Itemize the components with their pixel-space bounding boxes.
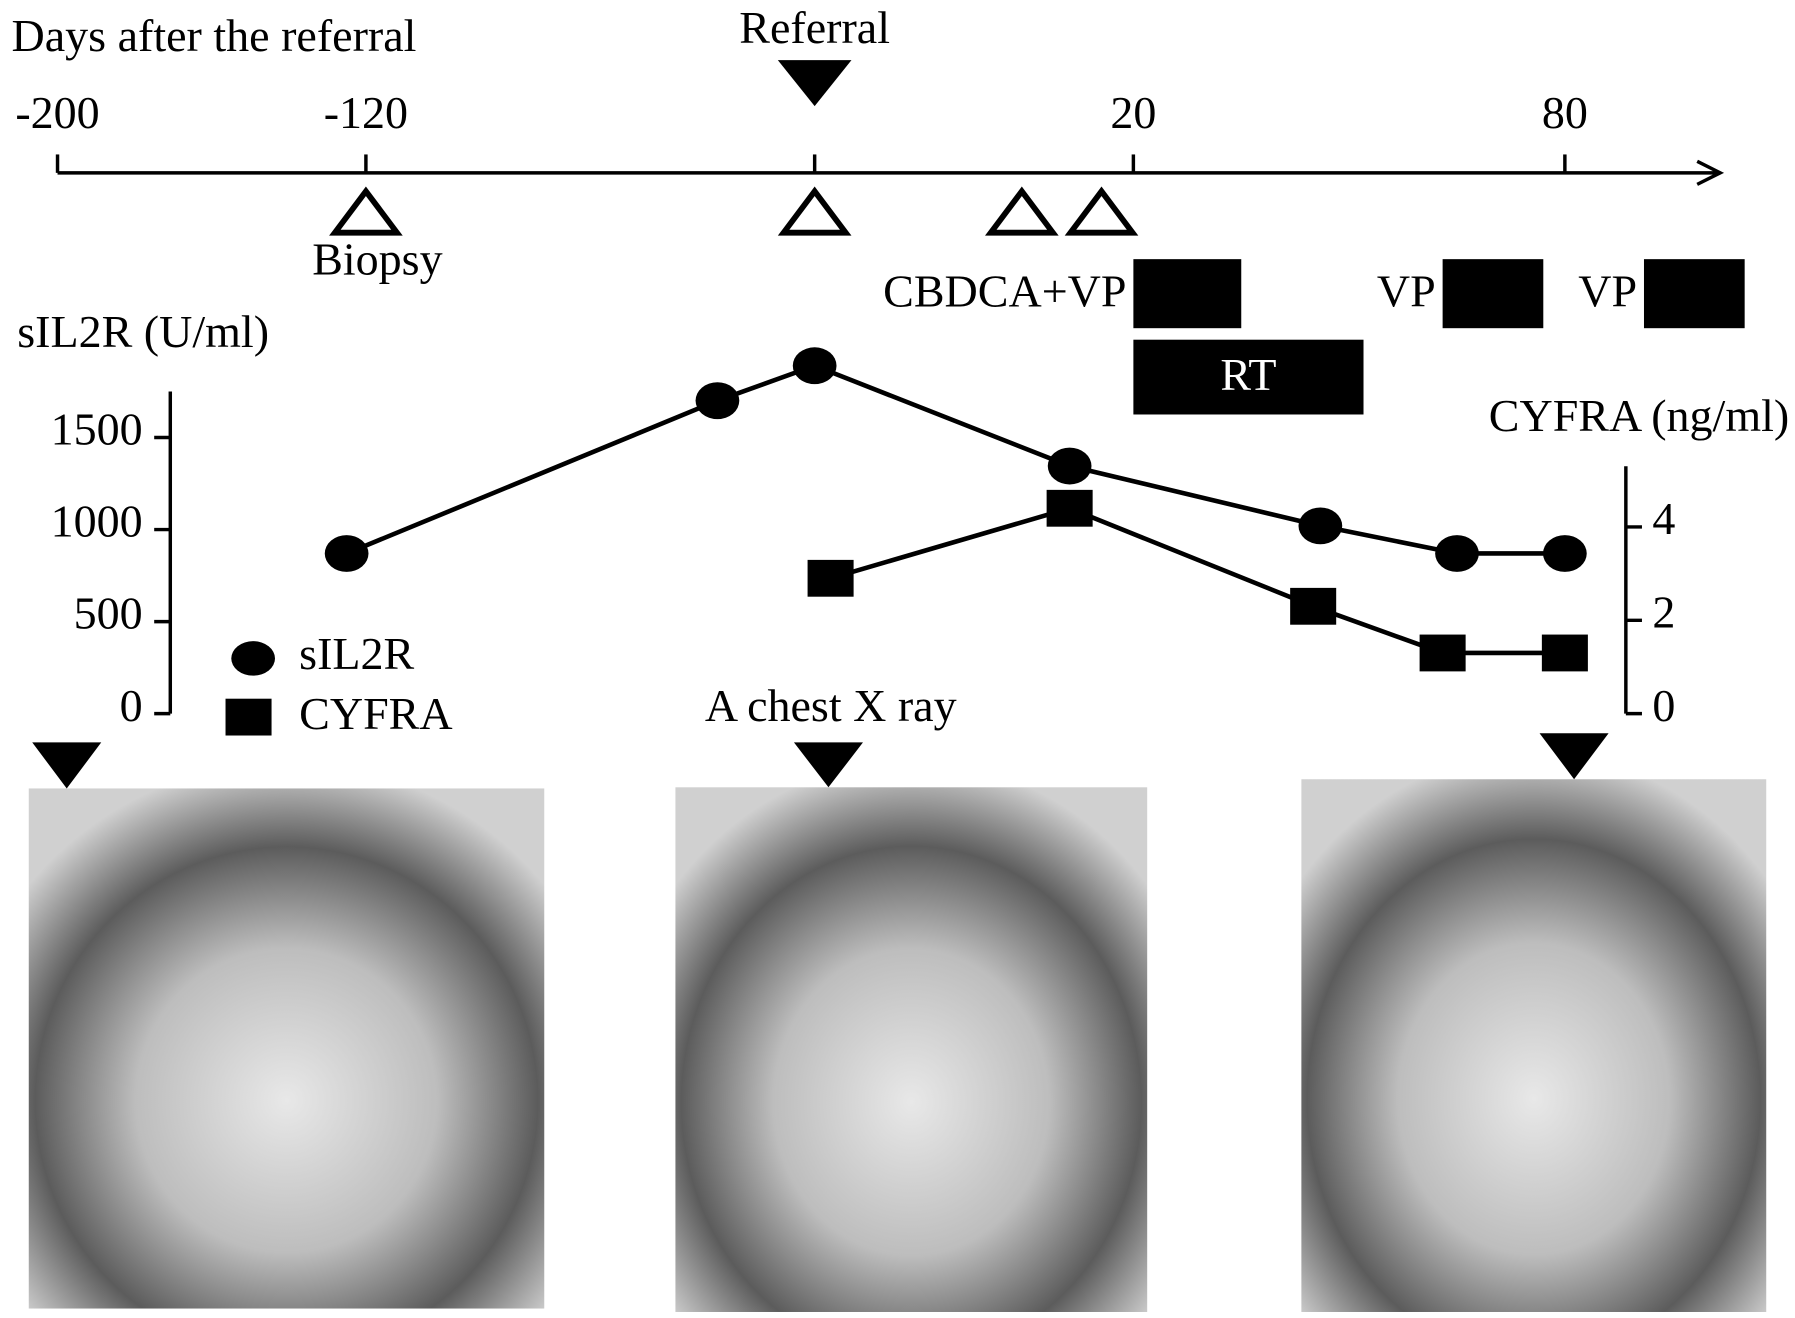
- treatment-bar: [1133, 259, 1242, 329]
- xray-image: [675, 787, 1148, 1312]
- xray-images: [28, 733, 1767, 1312]
- referral-label: Referral: [739, 2, 890, 53]
- treatment-label: VP: [1377, 266, 1436, 317]
- referral-marker: [777, 60, 852, 107]
- treatment-bar: [1643, 259, 1745, 329]
- xray-image: [28, 788, 545, 1309]
- x-tick-label: 20: [1110, 87, 1156, 138]
- y-tick-label: 500: [74, 588, 143, 639]
- x-tick-label: -200: [15, 87, 99, 138]
- treatment-bar: [1442, 259, 1544, 329]
- legend-label: CYFRA: [299, 688, 452, 739]
- data-point: [1419, 634, 1466, 672]
- data-point: [1543, 535, 1587, 572]
- data-point: [1047, 447, 1092, 485]
- x-tick-label: -120: [324, 87, 408, 138]
- y-tick-label: 0: [120, 680, 143, 731]
- procedure-marker: [777, 186, 852, 236]
- legend-label: sIL2R: [299, 628, 414, 679]
- series-line: [829, 505, 1565, 656]
- data-point: [807, 559, 854, 597]
- legend-marker: [231, 641, 276, 676]
- data-point: [1290, 587, 1337, 625]
- data-point: [1435, 535, 1479, 572]
- xray-image: [1301, 779, 1767, 1312]
- treatment-label: CBDCA+VP: [883, 266, 1126, 317]
- timeline-axis: [57, 159, 1725, 186]
- treatment-label: VP: [1578, 266, 1637, 317]
- legend: sIL2R CYFRA: [225, 628, 453, 739]
- data-point: [1298, 507, 1343, 545]
- data-point: [324, 535, 369, 572]
- x-axis-title: Days after the referral: [12, 10, 417, 61]
- treatment-label: RT: [1220, 349, 1276, 400]
- data-point: [1541, 634, 1588, 672]
- series-line: [345, 363, 1565, 556]
- procedure-marker: [985, 186, 1059, 236]
- procedure-marker: [1064, 186, 1139, 236]
- treatment-bar: [1133, 339, 1364, 415]
- y2-tick-label: 2: [1652, 586, 1675, 637]
- y-axis-title: sIL2R (U/ml): [17, 306, 269, 357]
- data-point: [1046, 489, 1093, 527]
- procedure-marker: [329, 186, 403, 236]
- xray-label: A chest X ray: [705, 680, 957, 731]
- x-tick-label: 80: [1542, 87, 1588, 138]
- xray-marker: [32, 733, 1609, 789]
- y2-tick-label: 4: [1652, 493, 1675, 544]
- legend-marker: [225, 698, 272, 736]
- y2-tick-label: 0: [1652, 680, 1675, 731]
- procedure-label: Biopsy: [312, 233, 442, 284]
- y2-axis-title: CYFRA (ng/ml): [1489, 390, 1789, 441]
- data-point: [792, 347, 837, 385]
- data-point: [695, 382, 740, 420]
- y-tick-label: 1500: [51, 404, 143, 455]
- y-tick-label: 1000: [51, 496, 143, 547]
